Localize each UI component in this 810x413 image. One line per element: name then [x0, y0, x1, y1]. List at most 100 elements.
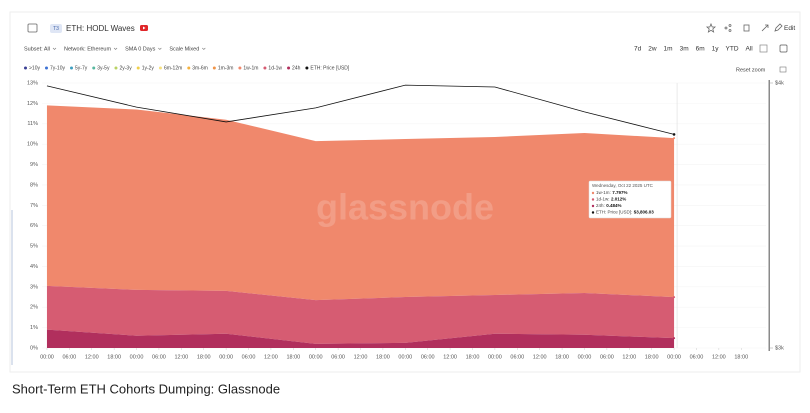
area	[46, 105, 675, 301]
y-tick-label: 1%	[30, 325, 38, 331]
legend-dot	[212, 66, 216, 70]
x-tick-label: 18:00	[107, 354, 121, 360]
x-tick-label: 06:00	[690, 354, 704, 360]
range-button[interactable]: All	[746, 46, 754, 53]
tooltip-name: 1d-1w:	[596, 197, 610, 202]
point	[672, 133, 676, 136]
menu-icon[interactable]	[779, 66, 787, 73]
filters: Subset: All Network: Ethereum SMA 0 Days Sc…	[24, 46, 206, 52]
range-button[interactable]: 1y	[712, 46, 720, 53]
y-tick-label: 3%	[30, 284, 38, 290]
share-icon[interactable]	[724, 26, 728, 30]
filter-dropdown[interactable]: SMA 0 Days	[125, 46, 156, 52]
tooltip-box	[588, 180, 672, 219]
x-tick-label: 00:00	[488, 354, 502, 360]
legend-label[interactable]: 1m-3m	[218, 66, 234, 72]
filter-dropdown[interactable]: Scale Mixed	[169, 46, 199, 52]
legend-dot	[238, 66, 242, 70]
x-tick-label: 06:00	[510, 354, 524, 360]
y-tick-label: 6%	[30, 223, 38, 229]
legend-label[interactable]: 3m-6m	[192, 66, 208, 72]
chevron	[113, 47, 118, 50]
calendar-icon[interactable]	[779, 44, 788, 53]
legend-label[interactable]: 24h	[292, 66, 301, 72]
legend-dot	[187, 66, 191, 70]
legend-label[interactable]: 1w-1m	[243, 66, 258, 72]
x-tick-label: 12:00	[712, 354, 726, 360]
panel-icon[interactable]	[27, 23, 38, 33]
copy-icon[interactable]	[743, 24, 750, 32]
tooltip-dot	[591, 198, 595, 201]
x-tick-label: 18:00	[376, 354, 390, 360]
y-tick-label: 12%	[27, 101, 38, 107]
range-button[interactable]: YTD	[726, 46, 739, 53]
x-tick-label: 06:00	[421, 354, 435, 360]
y-tick-label: 2%	[30, 305, 38, 311]
tooltip-title: Wednesday, Oct 22 2025 UTC	[592, 183, 654, 188]
top-icons	[705, 22, 783, 33]
tooltip-name: ETH: Price [USD]:	[596, 210, 632, 215]
y-tick-label: 10%	[27, 142, 38, 148]
range-button[interactable]: 7d	[634, 46, 642, 53]
filter-dropdown[interactable]: Network: Ethereum	[64, 46, 111, 52]
badge-bg	[50, 24, 62, 33]
chart-name: ETH: HODL Waves	[66, 24, 135, 33]
y-tick-label: 11%	[27, 121, 38, 127]
legend-label[interactable]: 1y-2y	[142, 66, 155, 72]
legend-label[interactable]: >10y	[29, 66, 40, 72]
y-tick-label: 13%	[27, 80, 38, 86]
range-button[interactable]: 1m	[664, 46, 673, 53]
x-tick-label: 00:00	[219, 354, 233, 360]
tooltip-name: 24h:	[596, 203, 605, 208]
edit-icon[interactable]	[774, 23, 783, 32]
range-button[interactable]: 6m	[696, 46, 705, 53]
legend-label[interactable]: 3y-5y	[97, 66, 110, 72]
legend-dot	[305, 66, 309, 70]
y2-tick-label: $4k	[775, 80, 784, 86]
tooltip-name: 1w-1m:	[596, 190, 611, 195]
y-tick-label: 8%	[30, 182, 38, 188]
youtube-play	[143, 26, 146, 30]
legend-label[interactable]: 2y-3y	[119, 66, 132, 72]
y-tick-label: 5%	[30, 244, 38, 250]
range-button[interactable]: 3m	[680, 46, 689, 53]
y-tick-label: 0%	[30, 345, 38, 351]
y2-tick-label: $3k	[775, 345, 784, 351]
zoom-icon[interactable]	[759, 44, 768, 53]
x-tick-label: 00:00	[578, 354, 592, 360]
plot: 0% 1% 2% 3% 4% 5% 6% 7% 8% 9% 10% 11% 12% 13% $3k $4k 00…	[27, 80, 784, 360]
legend-dot	[158, 66, 162, 70]
legend-label[interactable]: 6m-12m	[164, 66, 182, 72]
star-icon[interactable]	[705, 22, 717, 33]
legend-label[interactable]: ETH: Price [USD]	[310, 66, 350, 72]
point	[673, 337, 676, 340]
legend-dot	[287, 66, 291, 70]
tooltip-value: 2.012%	[611, 197, 626, 202]
legend-label[interactable]: 7y-10y	[50, 66, 66, 72]
legend-label[interactable]: 1d-1w	[268, 66, 282, 72]
x-tick-label: 06:00	[331, 354, 345, 360]
x-tick-label: 12:00	[533, 354, 547, 360]
x-tick-label: 18:00	[555, 354, 569, 360]
tooltip-dot	[591, 211, 595, 214]
edit-button[interactable]: Edit	[784, 25, 795, 32]
y-tick-label: 4%	[30, 264, 38, 270]
tooltip-value: $3,806.03	[634, 210, 655, 215]
reset-zoom[interactable]: Reset zoom	[736, 67, 766, 73]
x-tick-label: 12:00	[85, 354, 99, 360]
legend-label[interactable]: 5y-7y	[75, 66, 88, 72]
badge: T3	[53, 26, 59, 32]
range-button[interactable]: 2w	[648, 46, 657, 53]
filter-dropdown[interactable]: Subset: All	[24, 46, 50, 52]
legend: >10y 7y-10y 5y-7y 3y-5y 2y-3y 1y-2y 6m-12m 3m-6…	[24, 66, 350, 72]
x-tick-label: 00:00	[309, 354, 323, 360]
chevron	[202, 47, 206, 50]
caption: Short-Term ETH Cohorts Dumping: Glassnod…	[12, 381, 280, 396]
watermark: glassnode	[316, 187, 494, 228]
x-tick-label: 12:00	[622, 354, 636, 360]
x-tick-label: 00:00	[398, 354, 412, 360]
legend-dot	[44, 66, 48, 70]
link-icon[interactable]	[761, 24, 769, 32]
